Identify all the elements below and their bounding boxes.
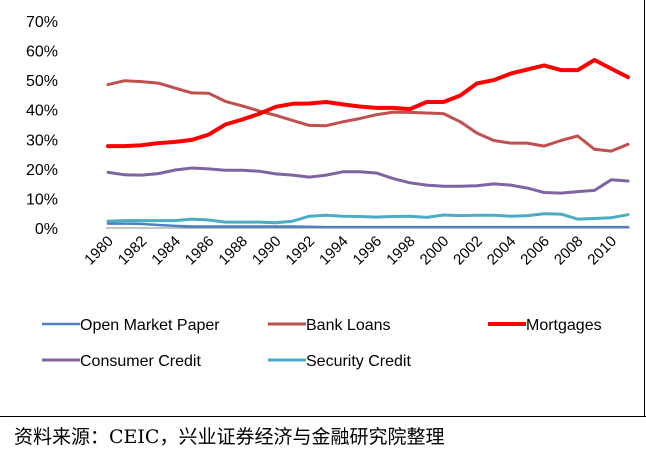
- series-line-bank-loans: [106, 79, 630, 153]
- legend-label-bank-loans: Bank Loans: [306, 317, 391, 334]
- x-tick-label: 1996: [350, 233, 386, 269]
- x-tick-label: 1986: [182, 233, 218, 269]
- source-note: 资料来源：CEIC，兴业证券经济与金融研究院整理: [14, 426, 445, 448]
- series-line-mortgages: [106, 58, 630, 149]
- x-tick-label: 2000: [417, 233, 453, 269]
- series-layer: [106, 58, 630, 229]
- footer-divider: [0, 416, 646, 417]
- x-axis: 1980198219841986198819901992199419961998…: [81, 233, 620, 269]
- legend-label-open-market-paper: Open Market Paper: [80, 317, 220, 334]
- x-tick-label: 1994: [316, 233, 352, 269]
- x-tick-label: 1980: [81, 233, 117, 269]
- legend: Open Market Paper Bank Loans Mortgages Cons…: [42, 317, 602, 370]
- frame-border: [644, 0, 645, 416]
- y-axis: 0% 10% 20% 30% 40% 50% 60% 70%: [26, 14, 58, 238]
- x-tick-label: 2006: [517, 233, 553, 269]
- x-tick-label: 1984: [148, 233, 184, 269]
- y-tick-label: 70%: [26, 14, 58, 31]
- y-tick-label: 10%: [26, 191, 58, 208]
- y-tick-label: 20%: [26, 162, 58, 179]
- line-chart: 0% 10% 20% 30% 40% 50% 60% 70% 1980198219841986…: [26, 14, 630, 370]
- legend-label-security-credit: Security Credit: [306, 353, 411, 370]
- x-tick-label: 2004: [484, 233, 520, 269]
- x-tick-label: 2008: [551, 233, 587, 269]
- y-tick-label: 50%: [26, 73, 58, 90]
- x-tick-label: 1988: [215, 233, 251, 269]
- x-tick-label: 2010: [584, 233, 620, 269]
- series-line-open-market-paper: [106, 222, 630, 229]
- x-tick-label: 2002: [450, 233, 486, 269]
- x-tick-label: 1998: [383, 233, 419, 269]
- y-tick-label: 40%: [26, 103, 58, 120]
- y-tick-label: 0%: [35, 221, 58, 238]
- y-tick-label: 60%: [26, 44, 58, 61]
- legend-label-mortgages: Mortgages: [526, 317, 602, 334]
- y-tick-label: 30%: [26, 132, 58, 149]
- x-tick-label: 1992: [282, 233, 318, 269]
- x-tick-label: 1982: [115, 233, 151, 269]
- series-line-security-credit: [106, 212, 630, 225]
- x-tick-label: 1990: [249, 233, 285, 269]
- legend-label-consumer-credit: Consumer Credit: [80, 353, 201, 370]
- series-line-consumer-credit: [106, 166, 630, 195]
